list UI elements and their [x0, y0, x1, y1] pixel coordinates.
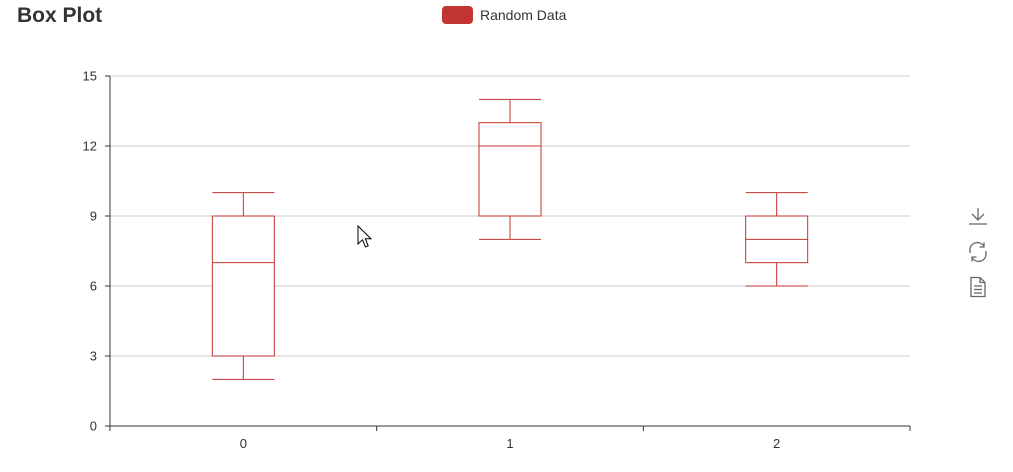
- chart-title: Box Plot: [17, 4, 103, 27]
- data-view-icon[interactable]: [966, 275, 990, 299]
- refresh-icon[interactable]: [966, 240, 990, 264]
- mouse-cursor: [357, 225, 373, 248]
- toolbox: [966, 205, 990, 310]
- box-item: [745, 192, 809, 287]
- y-tick-label: 15: [83, 69, 97, 84]
- y-tick-label: 3: [90, 349, 97, 364]
- download-icon[interactable]: [966, 205, 990, 229]
- box-item: [478, 98, 542, 240]
- x-tick-label: 1: [506, 436, 513, 451]
- y-tick-label: 9: [90, 209, 97, 224]
- legend-label: Random Data: [480, 7, 567, 23]
- box-item: [211, 192, 275, 380]
- legend-item-random-data[interactable]: Random Data: [442, 6, 566, 24]
- iqr-box: [478, 122, 542, 217]
- y-tick-label: 12: [83, 139, 97, 154]
- boxes: [211, 98, 809, 380]
- iqr-box: [211, 215, 275, 357]
- legend-swatch: [442, 6, 473, 24]
- y-tick-label: 0: [90, 419, 97, 434]
- x-tick-label: 0: [240, 436, 247, 451]
- x-tick-label: 2: [773, 436, 780, 451]
- y-tick-label: 6: [90, 279, 97, 294]
